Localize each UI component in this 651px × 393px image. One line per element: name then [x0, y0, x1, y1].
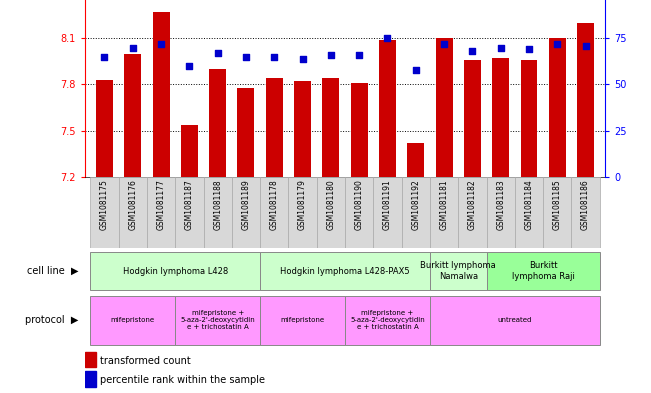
- Bar: [402, 177, 430, 248]
- Bar: [181, 125, 198, 177]
- Bar: [152, 12, 169, 177]
- Text: mifepristone +
5-aza-2'-deoxycytidin
e + trichostatin A: mifepristone + 5-aza-2'-deoxycytidin e +…: [180, 310, 255, 330]
- Bar: [430, 177, 458, 248]
- Text: GSM1081188: GSM1081188: [213, 179, 222, 230]
- Bar: [175, 296, 260, 345]
- Bar: [408, 143, 424, 177]
- Bar: [90, 296, 175, 345]
- Text: mifepristone: mifepristone: [111, 317, 155, 323]
- Bar: [209, 69, 226, 177]
- Text: cell line  ▶: cell line ▶: [27, 266, 78, 276]
- Bar: [317, 177, 345, 248]
- Text: transformed count: transformed count: [100, 356, 191, 366]
- Bar: [464, 60, 481, 177]
- Bar: [458, 177, 486, 248]
- Text: mifepristone: mifepristone: [281, 317, 325, 323]
- Bar: [85, 371, 96, 387]
- Point: [467, 48, 478, 54]
- Text: GSM1081190: GSM1081190: [355, 179, 364, 230]
- Text: GSM1081180: GSM1081180: [326, 179, 335, 230]
- Point: [298, 55, 308, 62]
- Point: [382, 35, 393, 42]
- Text: GSM1081177: GSM1081177: [156, 179, 165, 230]
- Bar: [486, 177, 515, 248]
- Point: [411, 66, 421, 73]
- Bar: [85, 352, 96, 367]
- Bar: [288, 177, 317, 248]
- Bar: [345, 177, 373, 248]
- Bar: [549, 39, 566, 177]
- Point: [524, 46, 534, 53]
- Text: GSM1081184: GSM1081184: [525, 179, 534, 230]
- Text: GSM1081187: GSM1081187: [185, 179, 194, 230]
- Bar: [351, 83, 368, 177]
- Text: GSM1081189: GSM1081189: [242, 179, 251, 230]
- Point: [581, 42, 591, 49]
- Bar: [577, 23, 594, 177]
- Bar: [436, 39, 452, 177]
- Text: GSM1081176: GSM1081176: [128, 179, 137, 230]
- Point: [439, 41, 449, 47]
- Text: GSM1081186: GSM1081186: [581, 179, 590, 230]
- Bar: [175, 177, 204, 248]
- Bar: [322, 78, 339, 177]
- Bar: [521, 60, 538, 177]
- Text: Hodgkin lymphoma L428: Hodgkin lymphoma L428: [122, 267, 228, 275]
- Point: [354, 52, 365, 58]
- Bar: [90, 177, 118, 248]
- Text: GSM1081183: GSM1081183: [496, 179, 505, 230]
- Text: Burkitt
lymphoma Raji: Burkitt lymphoma Raji: [512, 261, 575, 281]
- Text: protocol  ▶: protocol ▶: [25, 315, 78, 325]
- Text: percentile rank within the sample: percentile rank within the sample: [100, 375, 265, 386]
- Point: [495, 44, 506, 51]
- Bar: [260, 296, 345, 345]
- Bar: [486, 252, 600, 290]
- Point: [269, 53, 279, 60]
- Text: GSM1081192: GSM1081192: [411, 179, 421, 230]
- Text: Burkitt lymphoma
Namalwa: Burkitt lymphoma Namalwa: [421, 261, 496, 281]
- Text: GSM1081182: GSM1081182: [468, 179, 477, 230]
- Bar: [90, 252, 260, 290]
- Text: GSM1081179: GSM1081179: [298, 179, 307, 230]
- Bar: [124, 54, 141, 177]
- Point: [99, 53, 109, 60]
- Bar: [430, 296, 600, 345]
- Point: [156, 41, 166, 47]
- Bar: [379, 40, 396, 177]
- Bar: [260, 177, 288, 248]
- Point: [184, 63, 195, 69]
- Bar: [266, 78, 283, 177]
- Text: GSM1081181: GSM1081181: [439, 179, 449, 230]
- Point: [241, 53, 251, 60]
- Point: [212, 50, 223, 56]
- Text: untreated: untreated: [497, 317, 532, 323]
- Bar: [260, 252, 430, 290]
- Text: GSM1081185: GSM1081185: [553, 179, 562, 230]
- Bar: [118, 177, 147, 248]
- Point: [552, 41, 562, 47]
- Bar: [492, 58, 509, 177]
- Text: mifepristone +
5-aza-2'-deoxycytidin
e + trichostatin A: mifepristone + 5-aza-2'-deoxycytidin e +…: [350, 310, 425, 330]
- Bar: [204, 177, 232, 248]
- Text: GSM1081178: GSM1081178: [270, 179, 279, 230]
- Bar: [96, 80, 113, 177]
- Bar: [515, 177, 543, 248]
- Bar: [373, 177, 402, 248]
- Point: [128, 44, 138, 51]
- Bar: [572, 177, 600, 248]
- Point: [326, 52, 336, 58]
- Bar: [430, 252, 486, 290]
- Text: Hodgkin lymphoma L428-PAX5: Hodgkin lymphoma L428-PAX5: [280, 267, 410, 275]
- Bar: [147, 177, 175, 248]
- Bar: [238, 88, 255, 177]
- Bar: [232, 177, 260, 248]
- Text: GSM1081191: GSM1081191: [383, 179, 392, 230]
- Bar: [543, 177, 572, 248]
- Bar: [345, 296, 430, 345]
- Text: GSM1081175: GSM1081175: [100, 179, 109, 230]
- Bar: [294, 81, 311, 177]
